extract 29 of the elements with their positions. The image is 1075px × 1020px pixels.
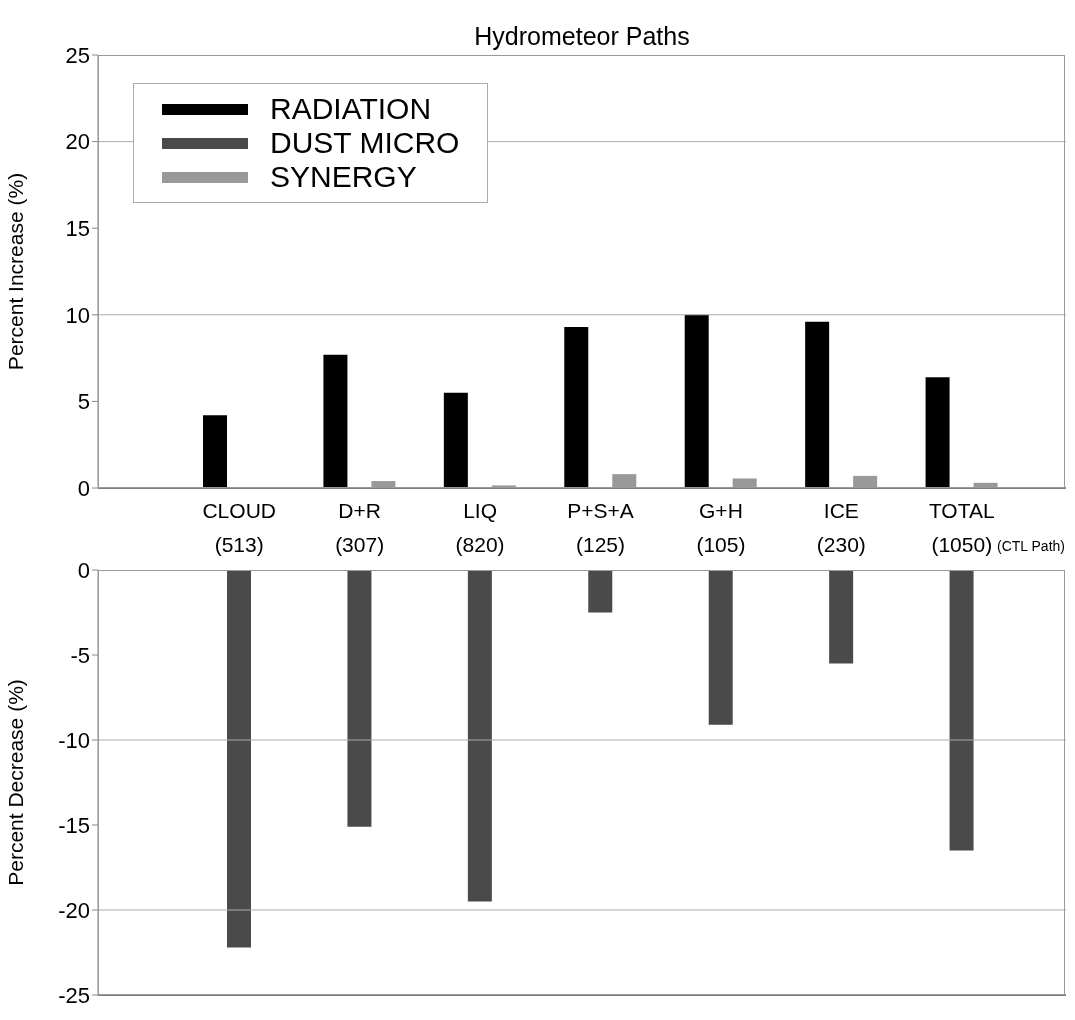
x-tick-label: ICE (230) [816,499,866,556]
y-tick-label: 5 [77,389,90,415]
y-tick-label: -25 [58,982,90,1008]
y-tick-label: -20 [58,897,90,923]
x-tick-label: TOTAL (1050) [928,499,995,556]
x-tick-label: CLOUD (513) [202,499,276,556]
y-axis-title: Percent Decrease (%) [4,679,28,886]
y-tick-label: 10 [65,302,90,328]
bar [732,478,757,488]
y-tick-label: -10 [58,727,90,753]
y-tick-label: -15 [58,812,90,838]
text: (CTL Path) [997,538,1065,554]
y-tick-label: 15 [65,216,90,242]
x-tick-label: D+R (307) [335,499,385,556]
chart-title: Hydrometeor Paths [473,22,691,51]
x-tick-label: G+H (105) [696,499,746,556]
y-tick-label: 0 [77,557,90,583]
y-tick-label: 20 [65,129,90,155]
legend-label: DUST MICRO [270,126,460,160]
x-tick-label: P+S+A (125) [567,499,634,556]
bar [853,475,878,488]
y-tick-label: 25 [65,42,90,68]
x-tick-label: LIQ (820) [455,499,505,556]
y-tick-label: -5 [70,642,90,668]
bar [612,474,637,488]
legend-label: SYNERGY [270,160,417,194]
legend-label: RADIATION [270,92,432,126]
y-tick-label: 0 [77,475,90,501]
y-axis-title: Percent Increase (%) [4,172,28,371]
